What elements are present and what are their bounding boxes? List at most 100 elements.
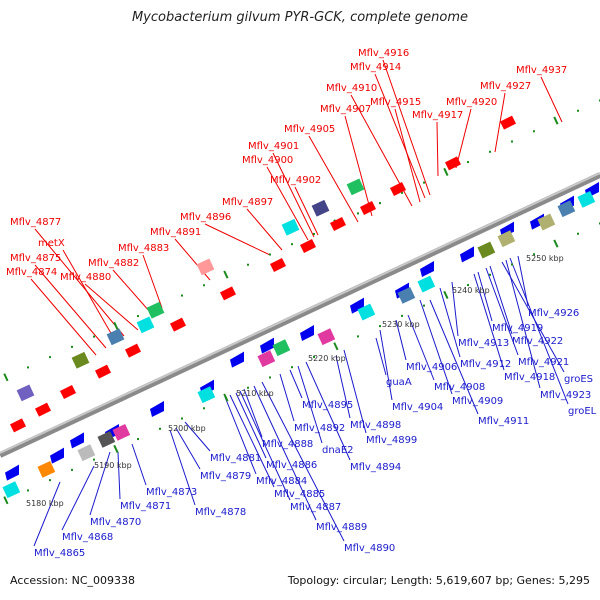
- forward-gene-label[interactable]: Mflv_4901: [248, 141, 299, 152]
- forward-gene-arrow[interactable]: [10, 418, 26, 433]
- forward-gene-label[interactable]: Mflv_4917: [412, 110, 463, 121]
- forward-gene-label[interactable]: Mflv_4916: [358, 48, 409, 59]
- reverse-gene-arrow[interactable]: [260, 337, 274, 354]
- reverse-gene-label[interactable]: Mflv_4889: [316, 522, 367, 533]
- reverse-gene-label[interactable]: Mflv_4868: [62, 532, 113, 543]
- forward-gene-arrow[interactable]: [125, 343, 141, 358]
- forward-gene-label[interactable]: metX: [38, 238, 65, 249]
- reverse-gene-block[interactable]: [397, 286, 416, 304]
- reverse-gene-label[interactable]: Mflv_4895: [302, 400, 353, 411]
- reverse-gene-block[interactable]: [257, 350, 276, 368]
- forward-gene-block[interactable]: [106, 328, 125, 346]
- reverse-gene-label[interactable]: Mflv_4881: [210, 453, 261, 464]
- reverse-gene-label[interactable]: Mflv_4898: [350, 420, 401, 431]
- reverse-gene-block[interactable]: [97, 430, 116, 448]
- reverse-gene-label[interactable]: Mflv_4908: [434, 382, 485, 393]
- reverse-gene-arrow[interactable]: [300, 325, 314, 341]
- forward-gene-label[interactable]: Mflv_4907: [320, 104, 371, 115]
- reverse-gene-label[interactable]: Mflv_4886: [266, 460, 317, 471]
- reverse-gene-label[interactable]: Mflv_4922: [512, 336, 563, 347]
- reverse-gene-label[interactable]: Mflv_4873: [146, 487, 197, 498]
- forward-gene-arrow[interactable]: [60, 385, 76, 399]
- reverse-gene-block[interactable]: [577, 190, 596, 208]
- forward-gene-arrow[interactable]: [500, 115, 516, 130]
- reverse-gene-label[interactable]: Mflv_4884: [256, 476, 307, 487]
- reverse-gene-block[interactable]: [357, 303, 376, 321]
- reverse-gene-label[interactable]: groES: [564, 374, 593, 385]
- reverse-gene-label[interactable]: Mflv_4906: [406, 362, 457, 373]
- forward-gene-block[interactable]: [281, 218, 300, 236]
- forward-gene-label[interactable]: Mflv_4937: [516, 65, 567, 76]
- reverse-gene-label[interactable]: guaA: [386, 377, 412, 388]
- reverse-gene-label[interactable]: Mflv_4909: [452, 396, 503, 407]
- forward-gene-label[interactable]: Mflv_4896: [180, 212, 231, 223]
- reverse-gene-label[interactable]: Mflv_4923: [540, 390, 591, 401]
- reverse-gene-label[interactable]: Mflv_4919: [492, 323, 543, 334]
- reverse-gene-arrow[interactable]: [460, 246, 474, 263]
- reverse-gene-label[interactable]: Mflv_4911: [478, 416, 529, 427]
- forward-gene-arrow[interactable]: [300, 239, 316, 253]
- forward-gene-label[interactable]: Mflv_4891: [150, 227, 201, 238]
- forward-gene-arrow[interactable]: [35, 402, 51, 417]
- forward-gene-arrow[interactable]: [220, 286, 236, 301]
- forward-gene-label[interactable]: Mflv_4900: [242, 155, 293, 166]
- reverse-gene-arrow[interactable]: [530, 213, 544, 230]
- reverse-gene-label[interactable]: Mflv_4885: [274, 489, 325, 500]
- reverse-gene-arrow[interactable]: [230, 351, 244, 368]
- forward-gene-arrow[interactable]: [270, 258, 286, 272]
- reverse-gene-block[interactable]: [317, 328, 336, 346]
- reverse-gene-label[interactable]: dnaE2: [322, 445, 354, 456]
- forward-gene-arrow[interactable]: [390, 182, 406, 196]
- reverse-gene-block[interactable]: [197, 386, 216, 404]
- reverse-gene-block[interactable]: [77, 444, 96, 462]
- reverse-gene-block[interactable]: [477, 241, 496, 259]
- reverse-gene-arrow[interactable]: [50, 447, 64, 464]
- reverse-gene-label[interactable]: Mflv_4899: [366, 435, 417, 446]
- forward-gene-arrow[interactable]: [360, 201, 376, 215]
- reverse-gene-arrow[interactable]: [5, 464, 19, 481]
- reverse-gene-label[interactable]: groEL: [568, 406, 597, 417]
- reverse-gene-label[interactable]: Mflv_4894: [350, 462, 401, 473]
- reverse-gene-block[interactable]: [272, 339, 291, 357]
- reverse-gene-label[interactable]: Mflv_4904: [392, 402, 443, 413]
- reverse-gene-block[interactable]: [497, 230, 516, 248]
- forward-gene-label[interactable]: Mflv_4882: [88, 258, 139, 269]
- reverse-gene-block[interactable]: [557, 200, 576, 218]
- forward-gene-block[interactable]: [136, 316, 155, 334]
- reverse-gene-arrow[interactable]: [70, 432, 84, 449]
- forward-gene-label[interactable]: Mflv_4902: [270, 175, 321, 186]
- forward-gene-block[interactable]: [196, 258, 215, 276]
- reverse-gene-label[interactable]: Mflv_4887: [290, 502, 341, 513]
- reverse-gene-arrow[interactable]: [150, 401, 164, 417]
- reverse-gene-block[interactable]: [537, 213, 556, 231]
- forward-gene-arrow[interactable]: [445, 156, 461, 171]
- reverse-gene-label[interactable]: Mflv_4926: [528, 308, 579, 319]
- reverse-gene-label[interactable]: Mflv_4888: [262, 439, 313, 450]
- forward-gene-block[interactable]: [71, 351, 90, 369]
- reverse-gene-label[interactable]: Mflv_4921: [518, 357, 569, 368]
- reverse-gene-label[interactable]: Mflv_4870: [90, 517, 141, 528]
- forward-gene-arrow[interactable]: [330, 217, 346, 231]
- reverse-gene-arrow[interactable]: [420, 261, 434, 277]
- reverse-gene-label[interactable]: Mflv_4918: [504, 372, 555, 383]
- reverse-gene-arrow[interactable]: [350, 297, 364, 314]
- forward-gene-block[interactable]: [311, 199, 330, 217]
- reverse-gene-label[interactable]: Mflv_4890: [344, 543, 395, 554]
- forward-gene-label[interactable]: Mflv_4897: [222, 197, 273, 208]
- reverse-gene-label[interactable]: Mflv_4912: [460, 359, 511, 370]
- forward-gene-label[interactable]: Mflv_4883: [118, 243, 169, 254]
- reverse-gene-block[interactable]: [417, 275, 436, 293]
- forward-gene-block[interactable]: [346, 178, 365, 196]
- forward-gene-block[interactable]: [146, 301, 165, 319]
- reverse-gene-label[interactable]: Mflv_4879: [200, 471, 251, 482]
- forward-gene-label[interactable]: Mflv_4874: [6, 267, 57, 278]
- forward-gene-arrow[interactable]: [170, 317, 186, 332]
- forward-gene-label[interactable]: Mflv_4875: [10, 253, 61, 264]
- reverse-gene-label[interactable]: Mflv_4878: [195, 507, 246, 518]
- forward-gene-label[interactable]: Mflv_4905: [284, 124, 335, 135]
- forward-gene-arrow[interactable]: [95, 364, 111, 379]
- reverse-gene-label[interactable]: Mflv_4913: [458, 338, 509, 349]
- forward-gene-label[interactable]: Mflv_4914: [350, 62, 401, 73]
- forward-gene-label[interactable]: Mflv_4880: [60, 272, 111, 283]
- forward-gene-label[interactable]: Mflv_4915: [370, 97, 421, 108]
